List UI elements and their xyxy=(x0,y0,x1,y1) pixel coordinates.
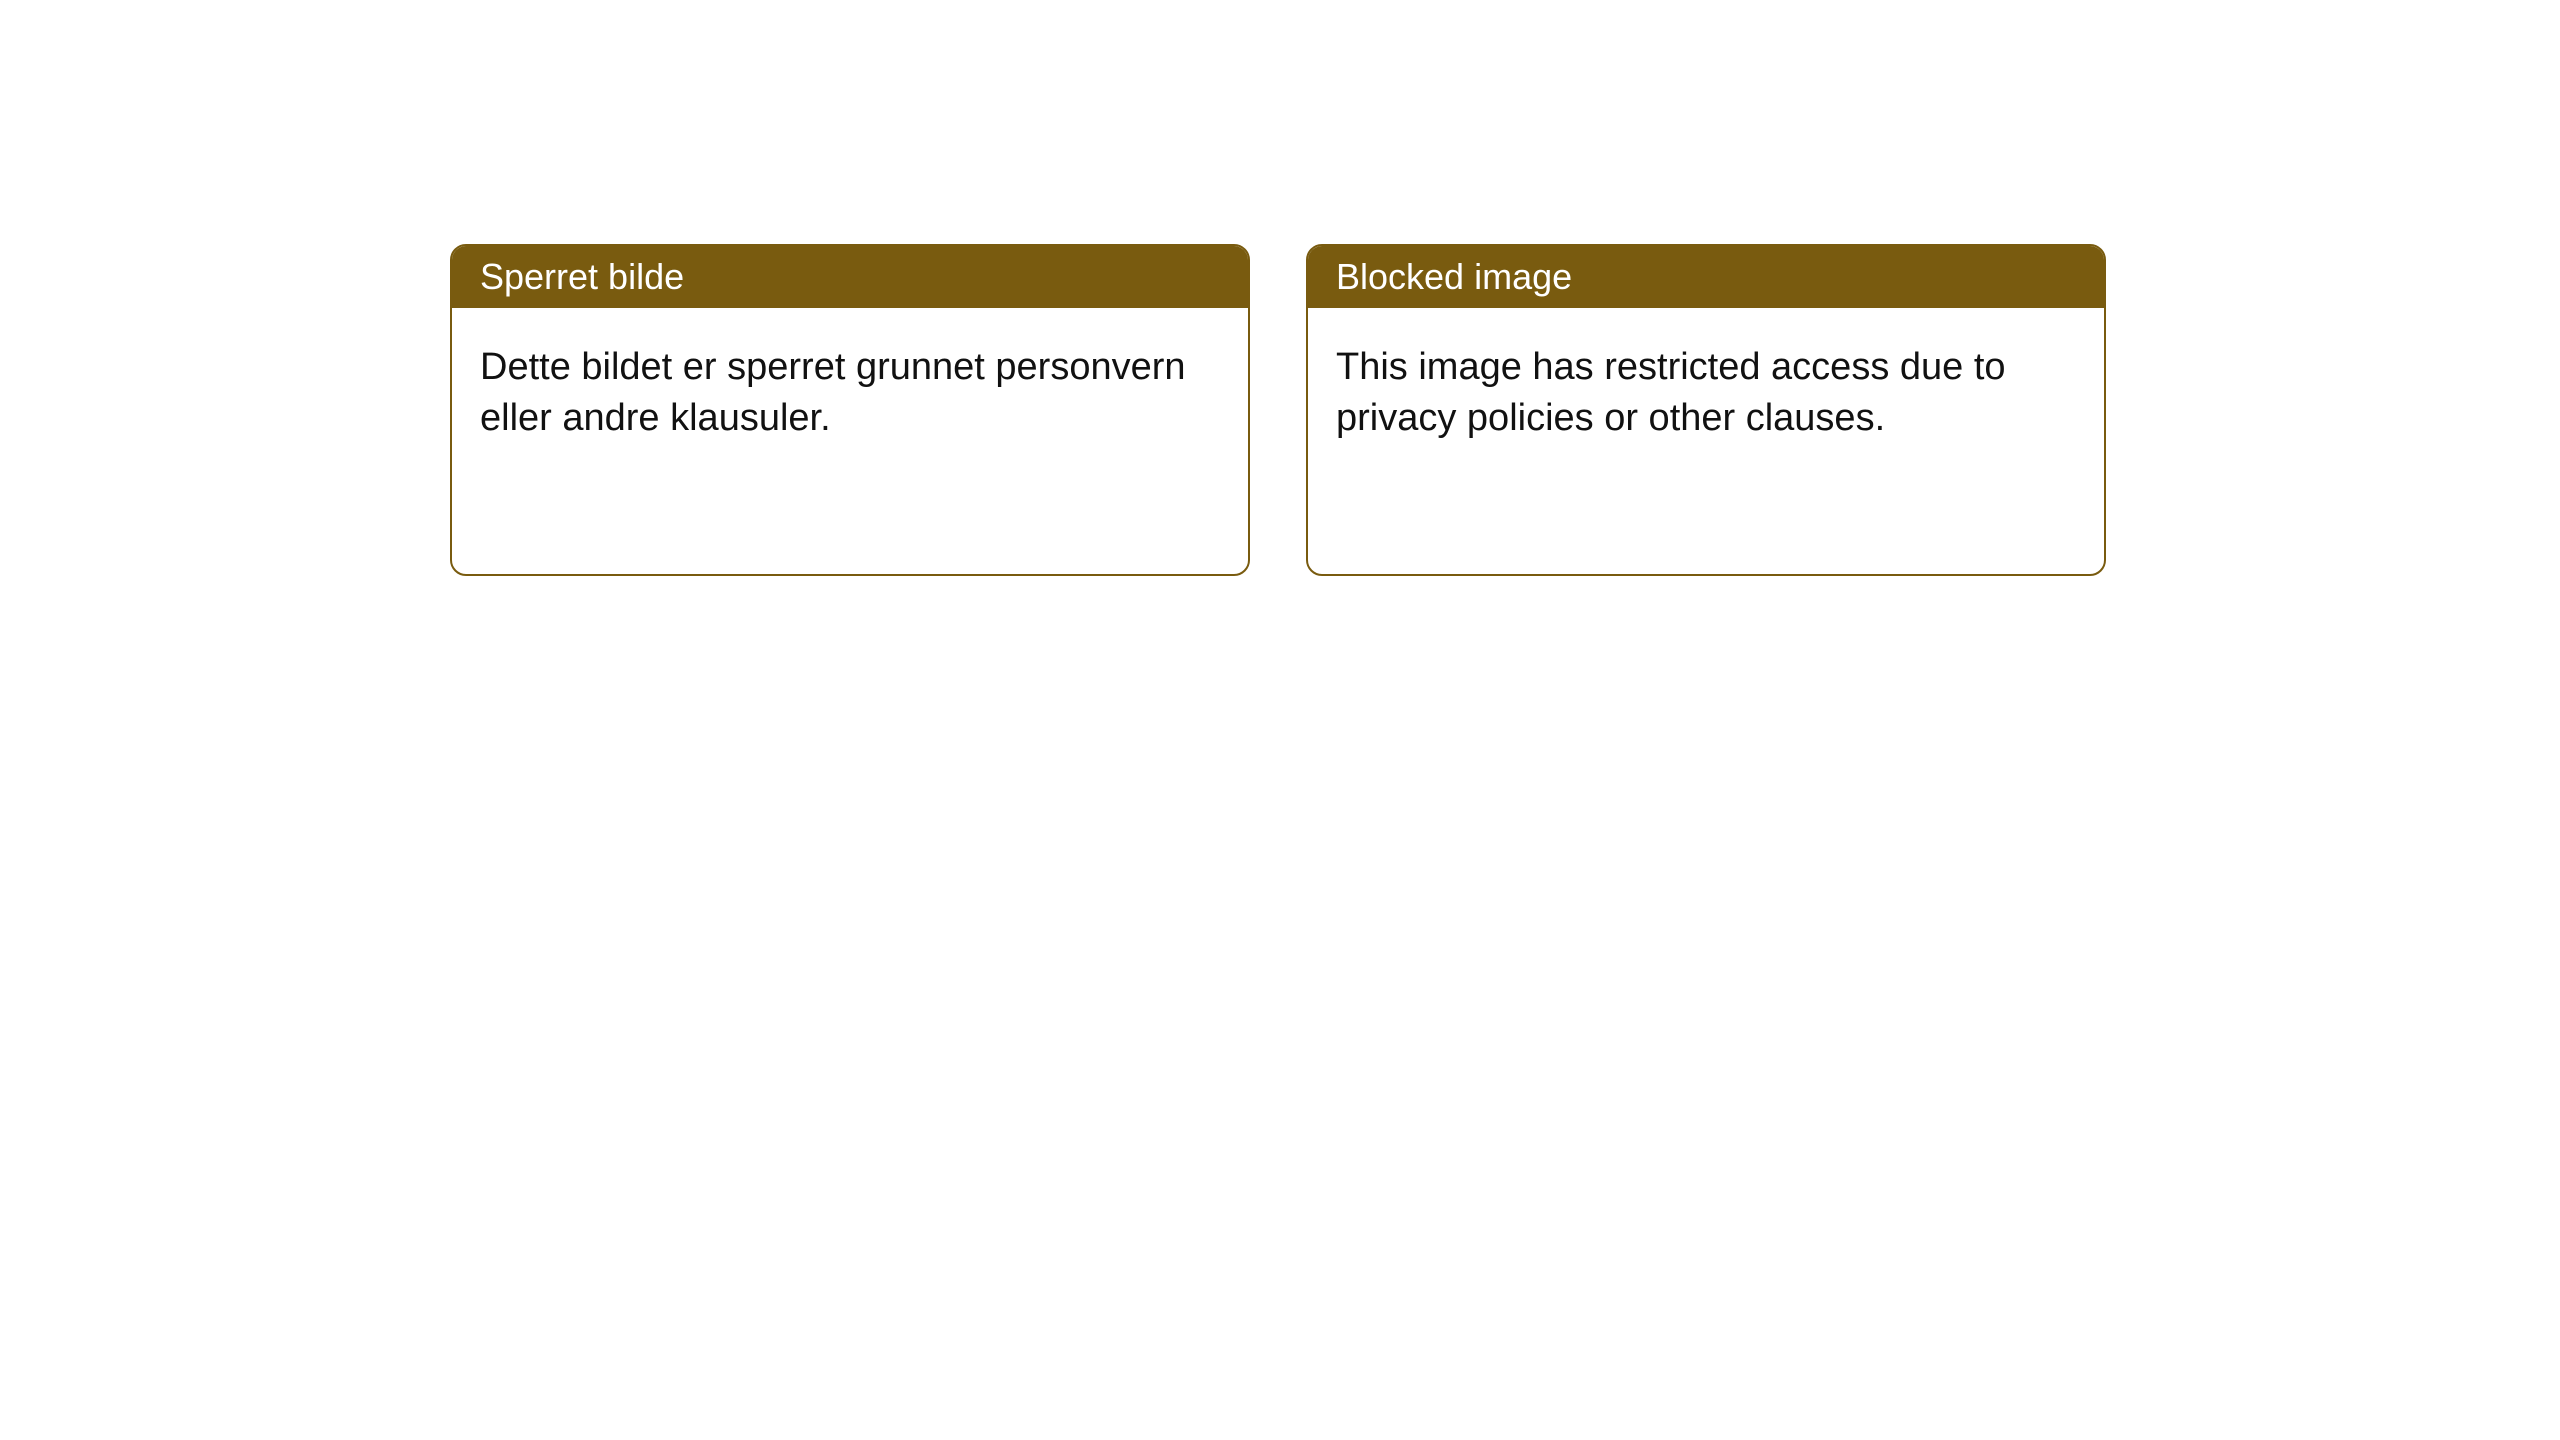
card-header-en: Blocked image xyxy=(1308,246,2104,308)
notice-cards-container: Sperret bilde Dette bildet er sperret gr… xyxy=(450,244,2106,576)
blocked-image-card-no: Sperret bilde Dette bildet er sperret gr… xyxy=(450,244,1250,576)
card-body-en: This image has restricted access due to … xyxy=(1308,308,2104,479)
card-header-no: Sperret bilde xyxy=(452,246,1248,308)
card-body-no: Dette bildet er sperret grunnet personve… xyxy=(452,308,1248,479)
blocked-image-card-en: Blocked image This image has restricted … xyxy=(1306,244,2106,576)
